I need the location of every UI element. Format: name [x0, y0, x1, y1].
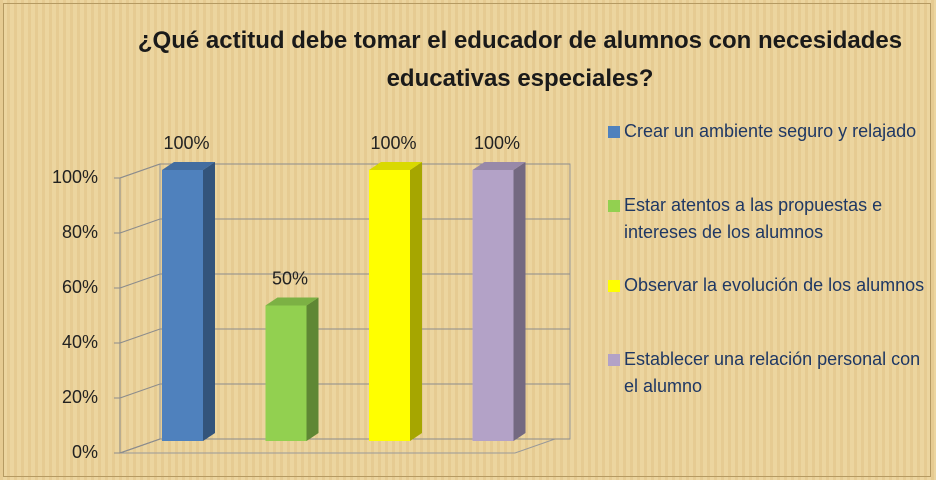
bar-side-shade: [203, 162, 215, 441]
bar-top-shade: [472, 162, 526, 170]
legend-swatch: [608, 200, 620, 212]
legend-swatch: [608, 126, 620, 138]
bar-side-shade: [306, 297, 319, 441]
bar-top: [162, 162, 215, 170]
legend-label: Observar la evolución de los alumnos: [624, 275, 925, 295]
grid-line: [119, 163, 570, 179]
legend-label: Crear un ambiente seguro y relajado: [624, 121, 917, 141]
grid-line: [119, 273, 570, 289]
bar-top: [265, 297, 319, 306]
legend-label: Establecer una relación personal con el …: [624, 349, 921, 396]
y-tick-label: 100%: [52, 167, 98, 187]
bar-side-shade: [410, 162, 422, 441]
legend-label: Estar atentos a las propuestas e interes…: [624, 195, 883, 242]
grid-line: [119, 328, 570, 344]
y-tick-label: 0%: [72, 442, 98, 462]
value-label: 100%: [370, 133, 416, 153]
value-label: 100%: [474, 133, 520, 153]
legend-swatch: [608, 354, 620, 366]
bar: [472, 170, 514, 441]
grid-line: [119, 383, 570, 399]
bar: [369, 170, 410, 441]
chart-title: ¿Qué actitud debe tomar el educador de a…: [137, 27, 903, 92]
value-label: 50%: [272, 268, 308, 288]
floor: [119, 438, 556, 454]
bar-side: [306, 297, 319, 441]
grid-line: [119, 438, 570, 454]
bar-side: [410, 162, 422, 441]
bar-side: [203, 162, 215, 441]
bar-top-shade: [265, 297, 319, 306]
bar-top-shade: [369, 162, 422, 170]
y-tick-label: 40%: [62, 332, 98, 352]
side-wall: [119, 163, 161, 454]
bar-side-shade: [513, 162, 526, 441]
bar-side: [513, 162, 526, 441]
legend-swatch: [608, 280, 620, 292]
bar-top: [472, 162, 526, 170]
grid-line: [119, 218, 570, 234]
bar-top-shade: [162, 162, 215, 170]
y-tick-label: 20%: [62, 387, 98, 407]
chart-border: [3, 3, 931, 477]
y-tick-label: 80%: [62, 222, 98, 242]
y-tick-label: 60%: [62, 277, 98, 297]
bar-top: [369, 162, 422, 170]
bar: [265, 305, 307, 441]
bar: [162, 170, 203, 441]
value-label: 100%: [163, 133, 209, 153]
